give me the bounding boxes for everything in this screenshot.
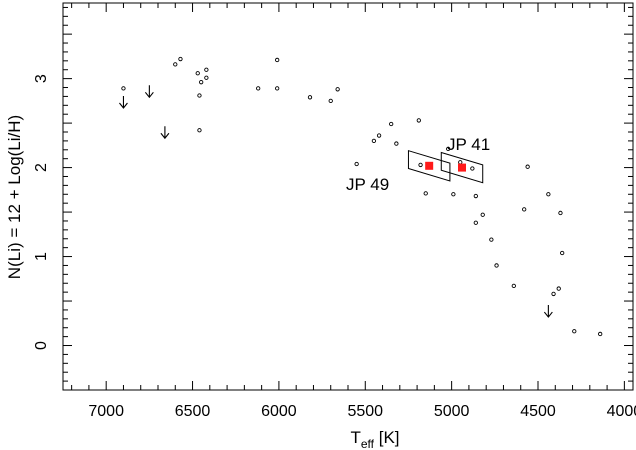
data-point [173, 62, 178, 67]
data-point [598, 331, 603, 337]
uncertainty-box [440, 151, 484, 184]
upper-limit-arrow [543, 305, 553, 318]
data-point [307, 95, 313, 100]
highlighted-star-marker [458, 163, 466, 172]
data-points [121, 56, 603, 337]
x-axis-label: Teff [K] [350, 428, 399, 450]
data-point [470, 166, 475, 171]
x-tick-label: 5000 [434, 403, 470, 420]
highlighted-star-marker [425, 161, 434, 170]
upper-limit-arrow [160, 126, 170, 140]
y-tick-label: 2 [33, 163, 50, 172]
data-point [418, 162, 423, 168]
y-tick-label: 3 [33, 74, 50, 83]
upper-limit-arrows [119, 85, 553, 318]
data-point [416, 118, 421, 123]
data-point [197, 128, 202, 133]
data-point [354, 161, 359, 167]
y-tick-label: 0 [33, 341, 50, 350]
data-point [197, 93, 202, 98]
data-point [204, 75, 209, 80]
upper-limit-arrow [144, 85, 154, 99]
data-point [328, 98, 333, 104]
data-point [376, 133, 382, 138]
data-point [560, 250, 565, 256]
data-point [394, 141, 399, 146]
data-point [423, 191, 428, 196]
uncertainty-boxes [407, 150, 484, 184]
data-point [335, 87, 340, 92]
data-point [489, 237, 494, 242]
star-label-jp41: JP 41 [447, 135, 490, 154]
data-point [389, 121, 394, 127]
x-tick-label: 4500 [520, 403, 556, 420]
data-point [480, 212, 485, 217]
x-tick-label: 6000 [261, 403, 297, 420]
star-label-jp49: JP 49 [346, 175, 389, 194]
data-point [451, 192, 456, 197]
data-point [371, 138, 377, 144]
x-tick-label: 5500 [347, 403, 383, 420]
data-point [121, 86, 126, 91]
y-axis-label: N(Li) = 12 + Log(Li/H) [5, 115, 24, 279]
data-point [522, 207, 527, 212]
data-point [473, 220, 478, 225]
uncertainty-box [407, 150, 451, 182]
y-tick-label: 1 [33, 252, 50, 261]
data-point [195, 71, 200, 76]
highlighted-stars: JP 41 JP 49 [346, 135, 490, 194]
plot-frame [62, 2, 634, 391]
x-tick-label: 7000 [88, 403, 124, 420]
data-point [511, 283, 516, 289]
data-point [446, 146, 451, 152]
data-point [178, 56, 183, 62]
data-point [275, 86, 280, 91]
data-point [275, 57, 280, 63]
upper-limit-arrow [119, 95, 128, 109]
data-point [204, 67, 209, 72]
data-point [546, 192, 551, 197]
data-point [551, 291, 556, 297]
data-point [458, 160, 463, 165]
data-point [572, 329, 577, 334]
data-point [494, 263, 499, 268]
data-point [473, 193, 478, 199]
data-point [556, 286, 561, 291]
data-point [558, 210, 563, 216]
data-point [525, 164, 530, 169]
data-point [199, 80, 204, 85]
x-tick-label: 6500 [175, 403, 211, 420]
data-point [256, 86, 261, 91]
y-axis-ticks: 0 1 2 3 [33, 6, 633, 382]
